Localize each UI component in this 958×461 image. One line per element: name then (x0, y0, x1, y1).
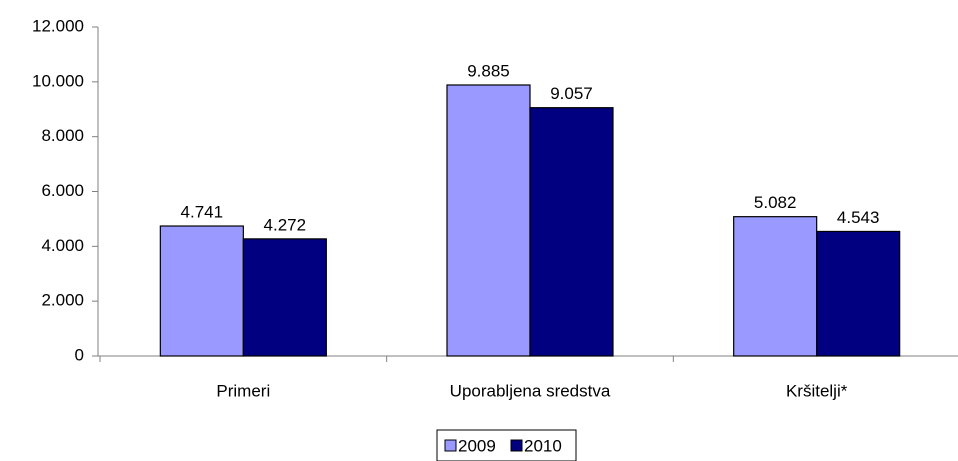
legend-label: 2010 (524, 436, 562, 455)
legend-swatch (444, 439, 457, 452)
bar (816, 230, 901, 357)
y-tick-label: 0 (75, 345, 84, 364)
x-tick-label: Primeri (216, 381, 270, 400)
value-label: 4.272 (264, 215, 307, 234)
y-tick-label: 6.000 (41, 181, 84, 200)
bar (242, 238, 327, 357)
bar (446, 84, 531, 357)
value-label: 9.057 (550, 84, 593, 103)
y-tick-label: 8.000 (41, 126, 84, 145)
legend-swatch (510, 439, 523, 452)
y-tick-label: 2.000 (41, 291, 84, 310)
value-label: 5.082 (754, 193, 797, 212)
x-tick-label: Kršitelji* (786, 381, 848, 400)
value-label: 4.543 (837, 208, 880, 227)
x-tick-label: Uporabljena sredstva (450, 381, 611, 400)
y-tick-label: 4.000 (41, 236, 84, 255)
legend-box (436, 429, 577, 461)
legend-label: 2009 (458, 436, 496, 455)
y-tick-label: 10.000 (32, 71, 84, 90)
bar (733, 216, 818, 357)
bar (159, 225, 244, 357)
y-tick-label: 12.000 (32, 16, 84, 35)
bar (529, 107, 614, 357)
value-label: 9.885 (467, 61, 510, 80)
value-label: 4.741 (181, 203, 224, 222)
